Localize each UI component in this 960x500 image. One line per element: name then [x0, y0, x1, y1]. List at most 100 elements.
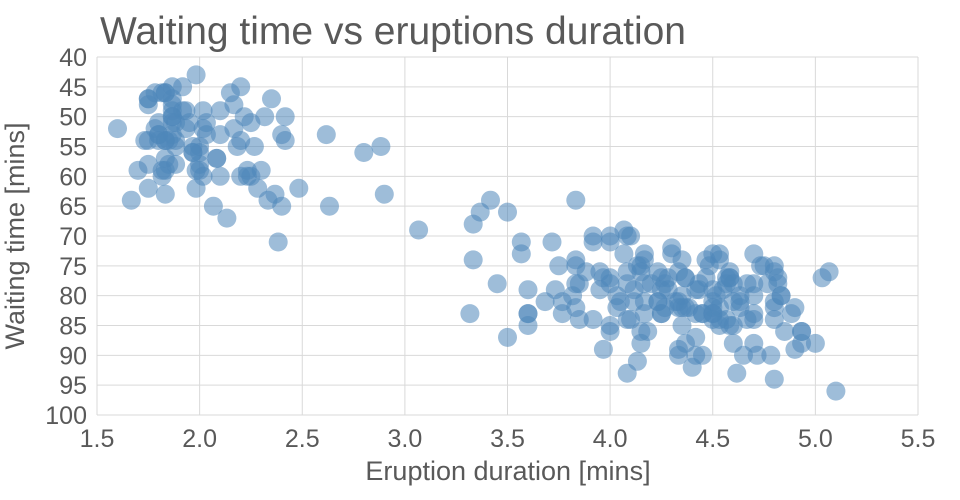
scatter-point [744, 310, 764, 329]
scatter-point [231, 131, 251, 150]
scatter-point [672, 250, 692, 270]
scatter-point [658, 280, 678, 300]
scatter-point [210, 101, 230, 121]
scatter-point [138, 131, 158, 150]
scatter-point [621, 310, 641, 329]
scatter-point [511, 244, 531, 264]
scatter-point [196, 113, 216, 133]
scatter-point [220, 83, 240, 103]
scatter-point [241, 166, 261, 186]
scatter-point [686, 345, 706, 365]
scatter-point [805, 333, 825, 353]
scatter-point [275, 131, 295, 150]
x-tick-label: 1.5 [80, 425, 115, 453]
scatter-point [128, 160, 148, 180]
scatter-point [542, 232, 562, 252]
scatter-point [686, 327, 706, 347]
scatter-point [600, 226, 620, 246]
scatter-point [566, 256, 586, 276]
scatter-point [696, 250, 716, 270]
scatter-point [316, 125, 336, 145]
y-tick-label: 95 [59, 372, 87, 400]
scatter-point [566, 190, 586, 210]
y-tick-label: 70 [59, 223, 87, 251]
scatter-point [812, 268, 832, 288]
x-tick-label: 2.0 [182, 425, 217, 453]
scatter-point [727, 363, 747, 383]
y-tick-label: 60 [59, 163, 87, 191]
scatter-point [676, 268, 695, 288]
scatter-point [138, 178, 158, 198]
scatter-point [289, 178, 309, 198]
scatter-point [487, 274, 507, 294]
scatter-point [108, 119, 127, 139]
scatter-point [785, 339, 805, 359]
x-tick-label: 5.5 [901, 425, 936, 453]
scatter-point [761, 345, 781, 365]
scatter-point [764, 369, 784, 389]
scatter-point [498, 202, 517, 222]
y-tick-label: 90 [59, 342, 87, 370]
scatter-point [600, 316, 620, 335]
scatter-point [374, 184, 394, 204]
scatter-point [734, 345, 753, 365]
scatter-point [631, 256, 651, 276]
scatter-point [186, 65, 206, 85]
scatter-point [614, 244, 634, 264]
y-tick-label: 50 [59, 104, 87, 132]
scatter-point [563, 286, 583, 306]
scatter-point [764, 292, 784, 312]
x-tick-label: 4.5 [695, 425, 730, 453]
scatter-point [826, 381, 846, 401]
y-tick-label: 40 [59, 44, 87, 72]
scatter-point [610, 292, 630, 312]
scatter-point [758, 274, 778, 294]
scatter-point [693, 304, 712, 324]
scatter-point [463, 214, 483, 234]
scatter-point [371, 137, 391, 156]
scatter-point [217, 208, 237, 228]
scatter-point [518, 280, 538, 300]
scatter-point [624, 292, 644, 312]
y-tick-label: 100 [45, 402, 87, 430]
scatter-point [583, 310, 603, 329]
x-axis-label: Eruption duration [mins] [365, 456, 650, 486]
scatter-point [210, 166, 230, 186]
y-tick-label: 45 [59, 74, 87, 102]
points-layer [108, 65, 846, 401]
scatter-point [159, 154, 179, 174]
chart-title: Waiting time vs eruptions duration [100, 10, 686, 53]
scatter-point [460, 304, 480, 324]
scatter-point [152, 83, 172, 103]
scatter-point [617, 226, 637, 246]
x-tick-label: 3.0 [387, 425, 422, 453]
scatter-point [627, 351, 647, 371]
scatter-point [463, 250, 483, 270]
scatter-point [545, 280, 565, 300]
scatter-point [210, 125, 230, 145]
scatter-point [203, 196, 223, 216]
scatter-point [747, 345, 767, 365]
tick-labels-layer: 1.5 2.0 2.5 3.0 3.5 4.0 4.5 5.0 5.54045505560657… [45, 44, 935, 453]
scatter-point [518, 304, 538, 324]
scatter-point [190, 143, 210, 162]
y-tick-label: 55 [59, 134, 87, 162]
scatter-point [593, 339, 613, 359]
scatter-point [275, 107, 295, 127]
y-tick-label: 75 [59, 253, 87, 281]
scatter-point [262, 89, 281, 109]
x-tick-label: 4.0 [593, 425, 628, 453]
y-tick-label: 85 [59, 313, 87, 341]
scatter-point [785, 298, 805, 318]
y-tick-label: 80 [59, 283, 87, 311]
scatter-point [234, 107, 254, 127]
scatter-point [498, 327, 517, 347]
scatter-point [631, 333, 651, 353]
scatter-point [121, 190, 141, 210]
scatter-point [268, 232, 288, 252]
scatter-point [481, 190, 500, 210]
x-tick-label: 3.5 [490, 425, 525, 453]
scatter-point [754, 256, 774, 276]
scatter-point [744, 286, 764, 306]
